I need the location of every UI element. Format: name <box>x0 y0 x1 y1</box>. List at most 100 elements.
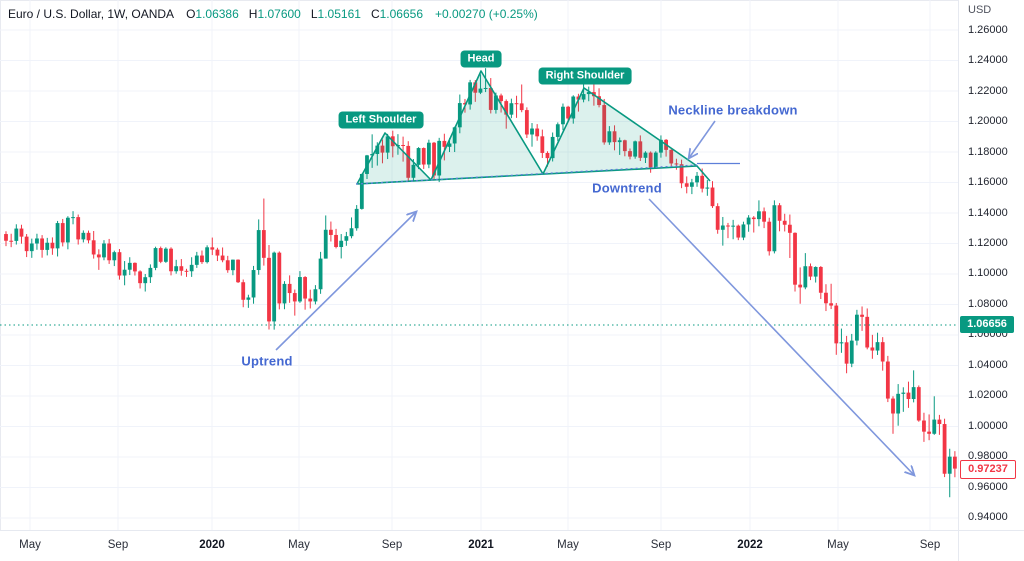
candle-body <box>24 236 29 252</box>
price-axis[interactable]: USD 1.26000 1.24000 1.22000 1.20000 1.18000 1… <box>958 0 1024 530</box>
candle-body <box>189 264 194 272</box>
candle-body <box>127 262 132 270</box>
candle-body <box>700 175 705 189</box>
candle-body <box>179 266 184 271</box>
candle-body <box>762 211 766 222</box>
candle-body <box>251 270 256 298</box>
candle-body <box>669 149 674 164</box>
chart-plot-area[interactable] <box>0 0 958 530</box>
candle-body <box>509 103 514 115</box>
candle-body <box>726 225 730 227</box>
price-tick-label: 1.14000 <box>968 206 1008 219</box>
candle-body <box>200 255 204 263</box>
candle-body <box>308 298 313 302</box>
candle-body <box>421 148 426 165</box>
price-tick-label: 1.22000 <box>968 84 1008 97</box>
neckline[interactable] <box>355 164 698 185</box>
candle-body <box>705 187 710 189</box>
candle-body <box>411 164 416 178</box>
candle-body <box>617 140 622 143</box>
candle-body <box>370 153 375 156</box>
candle-body <box>225 260 230 271</box>
candle-body <box>282 283 287 304</box>
candle-body <box>844 342 849 364</box>
head-and-shoulders-pattern[interactable] <box>356 70 698 185</box>
candle-body <box>519 103 524 111</box>
candle-body <box>530 128 534 135</box>
candle-body <box>205 247 210 263</box>
candle-body <box>60 223 65 243</box>
candle-body <box>793 232 797 285</box>
candle-body <box>720 225 725 230</box>
candle-body <box>932 419 937 434</box>
candle-body <box>746 217 751 225</box>
price-tick-label: 1.00000 <box>968 419 1008 432</box>
candle-body <box>478 88 483 93</box>
candle-body <box>741 224 746 238</box>
candle-body <box>334 234 338 248</box>
candle-body <box>829 303 834 306</box>
candle-body <box>571 96 576 119</box>
candle-body <box>158 248 163 262</box>
symbol-title[interactable]: Euro / U.S. Dollar, 1W, OANDA <box>8 7 175 21</box>
downtrend-arrow[interactable] <box>648 198 914 475</box>
neckline-pointer-arrow[interactable] <box>689 120 716 158</box>
candle-body <box>107 243 112 261</box>
left-shoulder-label[interactable]: Left Shoulder <box>338 111 424 129</box>
right-shoulder-label[interactable]: Right Shoulder <box>538 67 632 85</box>
candle-body <box>535 128 540 137</box>
candle-body <box>684 183 689 187</box>
candle-body <box>757 211 761 220</box>
candle-body <box>267 257 271 322</box>
drawing-labels-layer: Left Shoulder Head Right Shoulder Neckline … <box>241 50 798 369</box>
candle-body <box>777 205 782 221</box>
candle-body <box>457 103 462 128</box>
candle-body <box>648 152 653 168</box>
candle-body <box>380 145 385 153</box>
candle-body <box>35 238 39 244</box>
candle-body <box>133 262 137 272</box>
neckline-label[interactable]: Neckline breakdown <box>668 102 798 118</box>
price-tick-label: 1.12000 <box>968 237 1008 249</box>
candle-body <box>184 270 189 272</box>
time-tick-label: May <box>19 539 41 551</box>
candle-body <box>824 292 828 304</box>
candle-body <box>638 141 643 158</box>
candle-body <box>298 277 302 302</box>
time-tick-label: Sep <box>650 539 672 551</box>
change-value: +0.00270 (+0.25%) <box>435 7 538 21</box>
uptrend-arrow[interactable] <box>275 212 416 351</box>
candle-body <box>272 252 277 322</box>
candle-body <box>653 152 658 168</box>
candle-body <box>597 96 601 106</box>
time-axis[interactable]: May Sep 2020 May Sep 2021 May Sep 2022 May Sep <box>0 530 958 561</box>
candle-body <box>122 269 127 276</box>
candle-body <box>643 152 648 158</box>
candle-body <box>40 238 44 250</box>
candle-body <box>622 140 627 152</box>
candle-body <box>55 223 60 249</box>
candle-body <box>14 228 19 241</box>
candle-body <box>463 103 467 105</box>
candle-body <box>261 230 266 258</box>
downtrend-label[interactable]: Downtrend <box>592 180 662 196</box>
candle-body <box>91 240 96 255</box>
candle-body <box>241 282 246 300</box>
candle-body <box>715 206 720 230</box>
uptrend-label[interactable]: Uptrend <box>241 353 293 369</box>
candle-body <box>148 267 153 278</box>
candle-body <box>19 228 24 237</box>
candle-body <box>581 94 586 100</box>
candle-body <box>772 205 777 252</box>
candle-body <box>818 266 823 293</box>
candle-body <box>96 254 101 258</box>
candle-body <box>194 255 199 265</box>
time-tick-label: May <box>827 539 849 551</box>
candle-body <box>313 289 318 302</box>
head-label[interactable]: Head <box>460 50 502 68</box>
candle-body <box>488 87 493 110</box>
candle-body <box>385 136 390 153</box>
candle-body <box>406 145 411 178</box>
candle-body <box>339 240 344 248</box>
candle-body <box>344 236 349 241</box>
